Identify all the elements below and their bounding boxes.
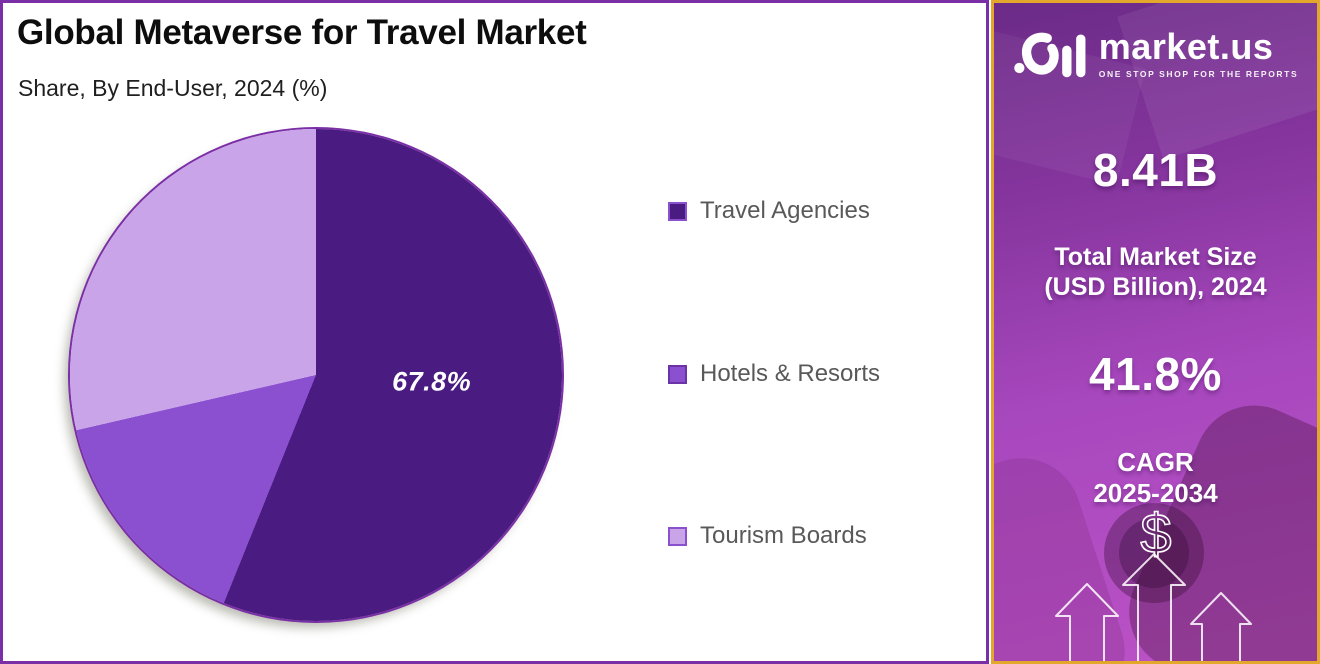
legend-label: Hotels & Resorts	[700, 360, 881, 387]
marketus-logo-mark	[1014, 32, 1086, 78]
marketus-logo: market.us ONE STOP SHOP FOR THE REPORTS	[994, 27, 1317, 81]
chart-panel: Global Metaverse for Travel Market Share…	[0, 0, 989, 664]
cagr-value: 41.8%	[1089, 348, 1222, 400]
brand-tagline: ONE STOP SHOP FOR THE REPORTS	[1098, 69, 1299, 79]
legend-swatch-icon	[668, 201, 687, 221]
page-title: Global Metaverse for Travel Market	[17, 13, 587, 52]
growth-arrows-icon	[1055, 553, 1252, 661]
pie-chart: 67.8%	[70, 129, 562, 621]
pie-slice-value-label: 67.8%	[392, 366, 472, 397]
cagr-label: CAGR 2025-2034	[1093, 447, 1218, 508]
legend-swatch-icon	[668, 526, 687, 546]
brand-text-block: market.us ONE STOP SHOP FOR THE REPORTS	[1098, 26, 1299, 80]
market-size-label: Total Market Size (USD Billion), 2024	[1044, 243, 1267, 301]
legend-swatch-icon	[668, 364, 687, 384]
brand-name: market.us	[1098, 26, 1274, 67]
legend-item-tourism-boards: Tourism Boards	[668, 522, 867, 550]
stats-sidebar: market.us ONE STOP SHOP FOR THE REPORTS …	[991, 0, 1320, 664]
legend-label: Tourism Boards	[700, 522, 867, 549]
chart-subtitle: Share, By End-User, 2024 (%)	[18, 75, 328, 101]
legend-item-hotels-resorts: Hotels & Resorts	[668, 360, 880, 388]
legend-label: Travel Agencies	[700, 197, 870, 224]
legend-item-travel-agencies: Travel Agencies	[668, 197, 870, 225]
market-size-value: 8.41B	[1092, 144, 1219, 196]
